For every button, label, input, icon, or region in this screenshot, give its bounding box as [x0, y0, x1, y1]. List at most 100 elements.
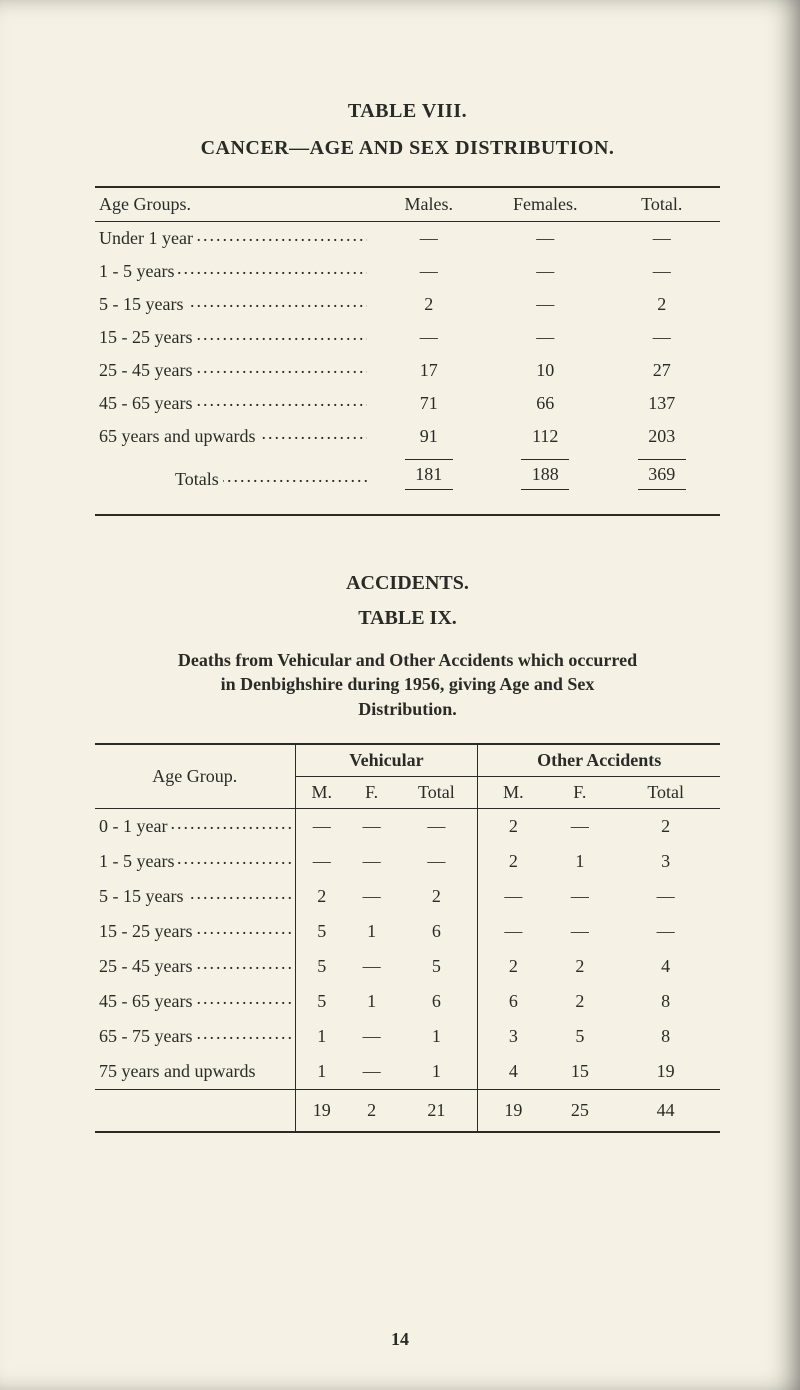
- t9-vf: —: [348, 808, 395, 844]
- table-row: 65 years and upwards 91 112 203: [95, 420, 720, 453]
- page: TABLE VIII. CANCER—AGE AND SEX DISTRIBUT…: [0, 0, 800, 1390]
- t9-totals-row: 19 2 21 19 25 44: [95, 1089, 720, 1132]
- t9-label: 25 - 45 years: [99, 956, 291, 977]
- t9-tot-ot: 44: [611, 1089, 720, 1132]
- t9-vt: 2: [395, 879, 478, 914]
- t9-vt: 1: [395, 1054, 478, 1090]
- table9-caption: Deaths from Vehicular and Other Accident…: [105, 648, 710, 721]
- t8-t: —: [603, 255, 720, 288]
- table9-number: TABLE IX.: [95, 607, 720, 630]
- t9-om: —: [478, 914, 548, 949]
- t9-om: 4: [478, 1054, 548, 1090]
- table-row: 15 - 25 years — — —: [95, 321, 720, 354]
- t8-f: —: [487, 321, 603, 354]
- t8-t: —: [603, 222, 720, 256]
- t8-h-total: Total.: [603, 187, 720, 222]
- t9-ot: —: [611, 914, 720, 949]
- t9-label: 65 - 75 years: [99, 1026, 291, 1047]
- table-row: 0 - 1 year — — — 2 — 2: [95, 808, 720, 844]
- t8-label: 5 - 15 years: [99, 294, 367, 315]
- t9-h-vf: F.: [348, 776, 395, 808]
- t9-ot: 2: [611, 808, 720, 844]
- t8-m: 91: [371, 420, 487, 453]
- t9-tot-of: 25: [548, 1089, 611, 1132]
- t9-vf: 1: [348, 914, 395, 949]
- t8-m: —: [371, 222, 487, 256]
- t8-totals-m: 181: [371, 453, 487, 496]
- t9-vf: 1: [348, 984, 395, 1019]
- t9-vf: —: [348, 1019, 395, 1054]
- t8-f: 112: [487, 420, 603, 453]
- t9-of: 1: [548, 844, 611, 879]
- t9-ot: 3: [611, 844, 720, 879]
- t8-label: 45 - 65 years: [99, 393, 367, 414]
- t9-vt: 6: [395, 914, 478, 949]
- t9-om: 6: [478, 984, 548, 1019]
- t8-m: —: [371, 255, 487, 288]
- t8-m: 2: [371, 288, 487, 321]
- t8-label: 65 years and upwards: [99, 426, 367, 447]
- t9-ot: 8: [611, 984, 720, 1019]
- table-row: 15 - 25 years 5 1 6 — — —: [95, 914, 720, 949]
- t8-totals-row: Totals 181 188 369: [95, 453, 720, 496]
- t9-vf: —: [348, 1054, 395, 1090]
- t8-label: Under 1 year: [99, 228, 367, 249]
- t9-of: —: [548, 808, 611, 844]
- t9-ot: 4: [611, 949, 720, 984]
- t9-h-other: Other Accidents: [478, 744, 720, 777]
- table-row: 75 years and upwards 1 — 1 4 15 19: [95, 1054, 720, 1090]
- table8: Age Groups. Males. Females. Total. Under…: [95, 186, 720, 496]
- t8-f: 10: [487, 354, 603, 387]
- table-row: 45 - 65 years 71 66 137: [95, 387, 720, 420]
- caption-line: Deaths from Vehicular and Other Accident…: [178, 650, 637, 670]
- t9-of: 5: [548, 1019, 611, 1054]
- t8-label: 15 - 25 years: [99, 327, 367, 348]
- t9-label: 15 - 25 years: [99, 921, 291, 942]
- t9-ot: 19: [611, 1054, 720, 1090]
- t9-tot-vm: 19: [295, 1089, 348, 1132]
- table-row: 25 - 45 years 5 — 5 2 2 4: [95, 949, 720, 984]
- t8-m: —: [371, 321, 487, 354]
- table-row: 45 - 65 years 5 1 6 6 2 8: [95, 984, 720, 1019]
- t9-vt: 5: [395, 949, 478, 984]
- t9-vm: 5: [295, 949, 348, 984]
- t9-ot: —: [611, 879, 720, 914]
- t9-totals-label: [95, 1089, 295, 1132]
- t8-m: 71: [371, 387, 487, 420]
- t8-totals-t: 369: [603, 453, 720, 496]
- t8-t: 137: [603, 387, 720, 420]
- table8-number: TABLE VIII.: [95, 100, 720, 123]
- t9-of: 2: [548, 984, 611, 1019]
- t9-h-vehicular: Vehicular: [295, 744, 478, 777]
- table8-title: CANCER—AGE AND SEX DISTRIBUTION.: [95, 137, 720, 160]
- t9-om: 2: [478, 844, 548, 879]
- t8-totals-label: Totals: [175, 469, 367, 490]
- t9-vf: —: [348, 879, 395, 914]
- t9-h-vt: Total: [395, 776, 478, 808]
- t8-t: 27: [603, 354, 720, 387]
- t9-label: 1 - 5 years: [99, 851, 291, 872]
- table8-wrap: Age Groups. Males. Females. Total. Under…: [95, 186, 720, 516]
- t9-vm: —: [295, 808, 348, 844]
- t9-tot-om: 19: [478, 1089, 548, 1132]
- t9-vm: —: [295, 844, 348, 879]
- table9: Age Group. Vehicular Other Accidents M. …: [95, 743, 720, 1133]
- t8-totals-f: 188: [487, 453, 603, 496]
- t8-h-age: Age Groups.: [95, 187, 371, 222]
- t8-m: 17: [371, 354, 487, 387]
- t9-label: 0 - 1 year: [99, 816, 291, 837]
- caption-line: Distribution.: [358, 699, 457, 719]
- t8-label: 25 - 45 years: [99, 360, 367, 381]
- t9-label: 45 - 65 years: [99, 991, 291, 1012]
- t9-vt: —: [395, 808, 478, 844]
- t9-vm: 1: [295, 1054, 348, 1090]
- table-row: 1 - 5 years — — —: [95, 255, 720, 288]
- t8-f: 66: [487, 387, 603, 420]
- t9-vm: 1: [295, 1019, 348, 1054]
- table-row: 5 - 15 years 2 — 2 — — —: [95, 879, 720, 914]
- t9-om: 2: [478, 808, 548, 844]
- t9-om: —: [478, 879, 548, 914]
- accidents-heading: ACCIDENTS.: [95, 572, 720, 595]
- t8-h-males: Males.: [371, 187, 487, 222]
- t8-t: —: [603, 321, 720, 354]
